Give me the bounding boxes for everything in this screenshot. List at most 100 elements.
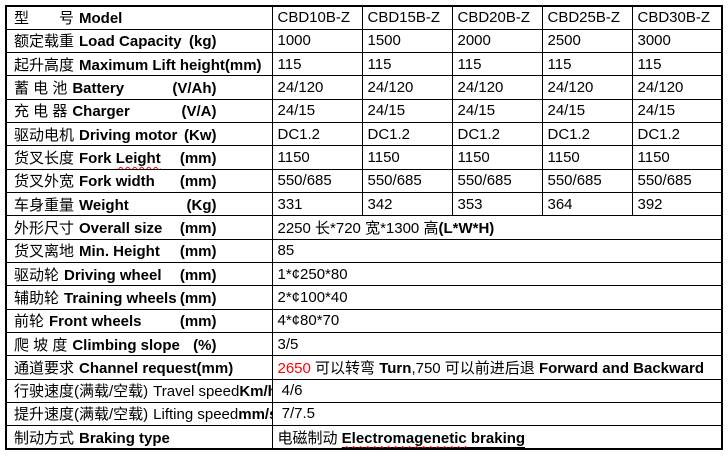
table-row: 起升高度 Maximum Lift height (mm) 115 115 115 115 1… <box>5 52 723 77</box>
spec-value-cell: 353 <box>451 191 543 217</box>
spec-label: 驱动轮 Driving wheel (mm) <box>14 264 267 285</box>
row-unit: (mm) <box>179 173 217 191</box>
spec-value-cell: 1500 <box>361 28 453 54</box>
spec-span-value-cell: 2*¢100*40 <box>271 285 723 310</box>
spec-value-cell: 392 <box>631 191 723 217</box>
spec-value-part: 4*¢80*70 <box>277 312 340 330</box>
row-unit: (mm) <box>179 266 217 284</box>
spec-label: 车身重量 Weight (Kg) <box>14 194 267 215</box>
row-unit: (V/Ah) <box>172 80 217 98</box>
spec-label-cell: 爬 坡 度 Climbing slope (%) <box>5 331 273 357</box>
spec-value-cell: 331 <box>271 191 363 217</box>
model-header-cell: CBD30B-Z <box>631 5 723 30</box>
row-label-en: Overall size <box>79 220 162 237</box>
table-row: 制动方式 Braking type 电磁制动 Electromagenetic br… <box>5 425 723 450</box>
row-label-cn: 货叉长度 <box>14 150 75 168</box>
row-label-en-part: Climbing slope <box>72 336 180 354</box>
spec-value-cell: DC1.2 <box>451 122 543 147</box>
row-label-cn: 行驶速度(满载/空载) <box>14 383 149 401</box>
spec-value-part: 3/5 <box>277 335 299 353</box>
spec-value-cell: 550/685 <box>271 168 363 194</box>
row-label-en-part: Weight <box>79 196 129 214</box>
table-row: 额定载重 Load Capacity (kg) 1000 1500 2000 2500 300… <box>5 28 723 54</box>
table-row: 通道要求 Channel request (mm) 2650 可以转弯 Turn,75… <box>5 355 723 380</box>
spec-value-cell: 115 <box>451 52 543 77</box>
row-label-en: Travel speed <box>153 383 239 400</box>
row-label-en: Model <box>79 10 122 27</box>
spec-value-part: 电磁制动 <box>277 429 342 447</box>
row-label-cn: 前轮 <box>14 313 45 331</box>
row-label-en-part: Travel speed <box>153 383 240 401</box>
table-row-header: 型 号 Model CBD10B-Z CBD15B-Z CBD20B-Z CBD25B-Z… <box>5 5 723 30</box>
spec-span-value-cell: 85 <box>271 238 723 263</box>
row-label-en: Load Capacity <box>79 33 182 50</box>
spec-value-cell: 115 <box>631 52 723 77</box>
spec-value-part: 2*¢100*40 <box>277 288 348 306</box>
row-label-cn: 辅助轮 <box>14 289 60 307</box>
spec-value-cell: 2000 <box>451 28 543 54</box>
spec-label-cell: 驱动轮 Driving wheel (mm) <box>5 261 273 287</box>
row-label-en-part: Load Capacity <box>79 33 182 51</box>
spec-label-cell: 前轮 Front wheels (mm) <box>5 308 273 333</box>
table-row: 外形尺寸 Overall size (mm) 2250 长*720 宽*1300 高(… <box>5 215 723 240</box>
row-label-cn: 货叉外宽 <box>14 173 75 191</box>
spec-value-part: ,750 可以前进后退 <box>411 359 539 377</box>
row-label-cn: 起升高度 <box>14 56 75 74</box>
row-label-cn: 车身重量 <box>14 196 75 214</box>
spec-label: 外形尺寸 Overall size (mm) <box>14 217 267 238</box>
table-row: 驱动轮 Driving wheel (mm) 1*¢250*80 <box>5 261 723 287</box>
spec-label: 前轮 Front wheels (mm) <box>14 310 267 331</box>
row-label-cn: 外形尺寸 <box>14 219 75 237</box>
spec-value-part: Electromagenetic <box>341 429 467 448</box>
row-label-en-part: Charger <box>72 103 130 121</box>
spec-label: 通道要求 Channel request (mm) <box>14 357 267 378</box>
spec-label-cell: 外形尺寸 Overall size (mm) <box>5 215 273 240</box>
row-label-en-part: Driving motor <box>79 126 178 144</box>
spec-value-cell: DC1.2 <box>361 122 453 147</box>
row-label-en-part: Front wheels <box>49 313 142 331</box>
row-label-cn: 通道要求 <box>14 359 75 377</box>
spec-value-cell: 115 <box>271 52 363 77</box>
row-label-cn: 驱动电机 <box>14 126 75 144</box>
table-row: 货叉长度 Fork Leight (mm) 1150 1150 1150 1150 1150 <box>5 145 723 170</box>
spec-label: 货叉外宽 Fork width (mm) <box>14 170 267 191</box>
spec-value-part: 7/7.5 <box>277 405 316 423</box>
row-label-en: Fork width <box>79 173 155 190</box>
spec-value-cell: 24/120 <box>271 75 363 100</box>
spec-label: 型 号 Model <box>14 7 267 28</box>
row-unit: (mm) <box>179 289 217 307</box>
spec-label-cell: 辅助轮 Training wheels (mm) <box>5 285 273 310</box>
spec-value-cell: 24/120 <box>541 75 633 100</box>
row-label-en-part: Model <box>79 10 123 28</box>
spec-value-cell: 24/15 <box>631 98 723 124</box>
row-label-en: Battery <box>72 80 124 97</box>
spec-value-cell: 24/120 <box>451 75 543 100</box>
row-label-cn: 制动方式 <box>14 429 75 447</box>
spec-value-part: (L*W*H) <box>438 219 495 237</box>
row-unit: (mm) <box>179 219 217 237</box>
row-unit: (Kg) <box>186 196 217 214</box>
spec-label: 充 电 器 Charger (V/A) <box>14 100 267 121</box>
table-row: 蓄 电 池 Battery (V/Ah) 24/120 24/120 24/120 24/1… <box>5 75 723 100</box>
row-label-en-part: Lifting speed <box>153 406 239 424</box>
row-label-cn: 爬 坡 度 <box>14 336 68 354</box>
spec-label-cell: 货叉离地 Min. Height (mm) <box>5 238 273 263</box>
row-label-en-part: Overall size <box>79 219 163 237</box>
row-label-en: Min. Height <box>79 243 160 260</box>
model-header-cell: CBD15B-Z <box>361 5 453 30</box>
spec-label-cell: 通道要求 Channel request (mm) <box>5 355 273 380</box>
spec-span-value-cell: 电磁制动 Electromagenetic braking <box>271 425 723 450</box>
model-header-cell: CBD10B-Z <box>271 5 363 30</box>
row-unit: (V/A) <box>181 103 217 121</box>
spec-value-cell: 342 <box>361 191 453 217</box>
row-label-cn: 型 号 <box>14 10 75 28</box>
spec-label: 爬 坡 度 Climbing slope (%) <box>14 334 267 355</box>
spec-value-cell: 1000 <box>271 28 363 54</box>
model-header-cell: CBD20B-Z <box>451 5 543 30</box>
row-unit: mm/s <box>238 406 271 424</box>
table-row: 驱动电机 Driving motor (Kw) DC1.2 DC1.2 DC1.2 DC1.… <box>5 122 723 147</box>
spec-label: 货叉长度 Fork Leight (mm) <box>14 147 267 168</box>
